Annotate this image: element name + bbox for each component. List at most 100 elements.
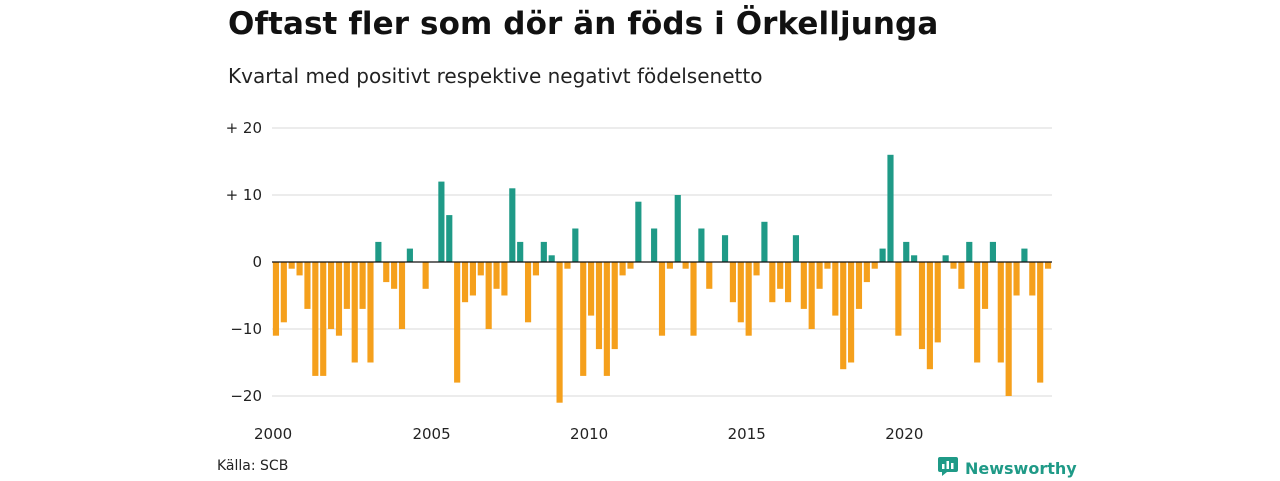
bar bbox=[572, 228, 579, 262]
bar bbox=[1005, 262, 1012, 396]
bar bbox=[706, 262, 713, 289]
y-tick-label: 0 bbox=[252, 253, 262, 271]
y-tick-label: + 10 bbox=[226, 186, 262, 204]
bar bbox=[753, 262, 760, 276]
bar bbox=[958, 262, 965, 289]
bar bbox=[469, 262, 476, 296]
bar bbox=[903, 241, 910, 262]
chart-title: Oftast fler som dör än föds i Örkelljung… bbox=[228, 6, 939, 42]
bar bbox=[966, 241, 973, 262]
bar bbox=[1029, 262, 1036, 296]
bar bbox=[816, 262, 823, 289]
bar bbox=[509, 188, 516, 262]
y-tick-label: + 20 bbox=[226, 119, 262, 137]
bar bbox=[824, 262, 831, 269]
bar bbox=[312, 262, 319, 376]
bar bbox=[595, 262, 603, 350]
y-tick-label: −10 bbox=[230, 320, 262, 338]
y-tick-label: −20 bbox=[230, 387, 262, 405]
bar bbox=[879, 248, 886, 262]
bar bbox=[745, 262, 752, 336]
bar bbox=[832, 262, 839, 316]
bar bbox=[729, 262, 736, 303]
bar bbox=[1013, 262, 1020, 296]
bar bbox=[627, 262, 634, 269]
x-tick-label: 2000 bbox=[254, 425, 292, 443]
x-tick-label: 2010 bbox=[570, 425, 608, 443]
bar bbox=[359, 262, 366, 309]
bar bbox=[674, 195, 681, 262]
bar bbox=[658, 262, 666, 336]
bar bbox=[588, 262, 595, 316]
bar bbox=[863, 262, 870, 283]
brand-name: Newsworthy bbox=[965, 458, 1077, 478]
bar bbox=[666, 262, 673, 269]
bar bbox=[651, 228, 658, 262]
bar bbox=[524, 262, 532, 323]
bar bbox=[777, 262, 784, 289]
bar bbox=[517, 241, 524, 262]
bar bbox=[580, 262, 587, 376]
bar bbox=[477, 262, 484, 276]
bar bbox=[942, 255, 949, 262]
bar bbox=[611, 262, 618, 350]
bar bbox=[485, 262, 492, 329]
bar bbox=[280, 262, 287, 323]
bar bbox=[737, 262, 744, 323]
bar bbox=[351, 262, 358, 363]
bar bbox=[383, 262, 390, 283]
brand-logo[interactable]: Newsworthy bbox=[937, 455, 1077, 481]
bar bbox=[564, 262, 571, 269]
bar bbox=[406, 248, 413, 262]
bar bbox=[493, 262, 500, 289]
bar bbox=[989, 241, 996, 262]
bars bbox=[272, 154, 1052, 403]
x-tick-label: 2005 bbox=[412, 425, 450, 443]
bar bbox=[918, 262, 926, 350]
bar bbox=[887, 154, 894, 262]
bar bbox=[981, 262, 989, 309]
bar-chart: + 20 + 10 0 −10 −20 2000 2005 2010 2015 2020 bbox=[226, 119, 1052, 443]
bar bbox=[721, 235, 729, 262]
chart-subtitle: Kvartal med positivt respektive negativt… bbox=[228, 64, 763, 88]
bar bbox=[603, 262, 610, 376]
bar bbox=[296, 262, 303, 276]
bar bbox=[398, 262, 406, 329]
bar bbox=[871, 262, 878, 269]
bar bbox=[422, 262, 429, 289]
x-tick-label: 2020 bbox=[885, 425, 923, 443]
bar bbox=[784, 262, 792, 303]
bar bbox=[895, 262, 902, 336]
bar bbox=[761, 221, 768, 262]
bar bbox=[769, 262, 776, 303]
bar bbox=[367, 262, 374, 363]
bar bbox=[950, 262, 957, 269]
bar bbox=[375, 241, 382, 262]
source-note: Källa: SCB bbox=[217, 458, 289, 474]
bar bbox=[548, 255, 555, 262]
bar bbox=[532, 262, 540, 276]
bar bbox=[454, 262, 461, 383]
bar bbox=[320, 262, 327, 376]
bar bbox=[682, 262, 689, 269]
bar bbox=[461, 262, 469, 303]
bar bbox=[792, 235, 800, 262]
bar bbox=[391, 262, 398, 289]
bar bbox=[800, 262, 807, 309]
bar bbox=[272, 262, 280, 336]
bar bbox=[335, 262, 343, 336]
bar bbox=[446, 215, 453, 262]
bar bbox=[1037, 262, 1044, 383]
x-axis-labels: 2000 2005 2010 2015 2020 bbox=[254, 425, 923, 443]
bar bbox=[840, 262, 847, 370]
bar bbox=[848, 262, 855, 363]
bar bbox=[1044, 262, 1052, 269]
bar bbox=[911, 255, 918, 262]
bar bbox=[556, 262, 563, 403]
bar bbox=[855, 262, 863, 309]
bar bbox=[438, 181, 445, 262]
bar bbox=[808, 262, 815, 329]
bar bbox=[1021, 248, 1028, 262]
bar bbox=[934, 262, 941, 343]
bar bbox=[304, 262, 311, 309]
